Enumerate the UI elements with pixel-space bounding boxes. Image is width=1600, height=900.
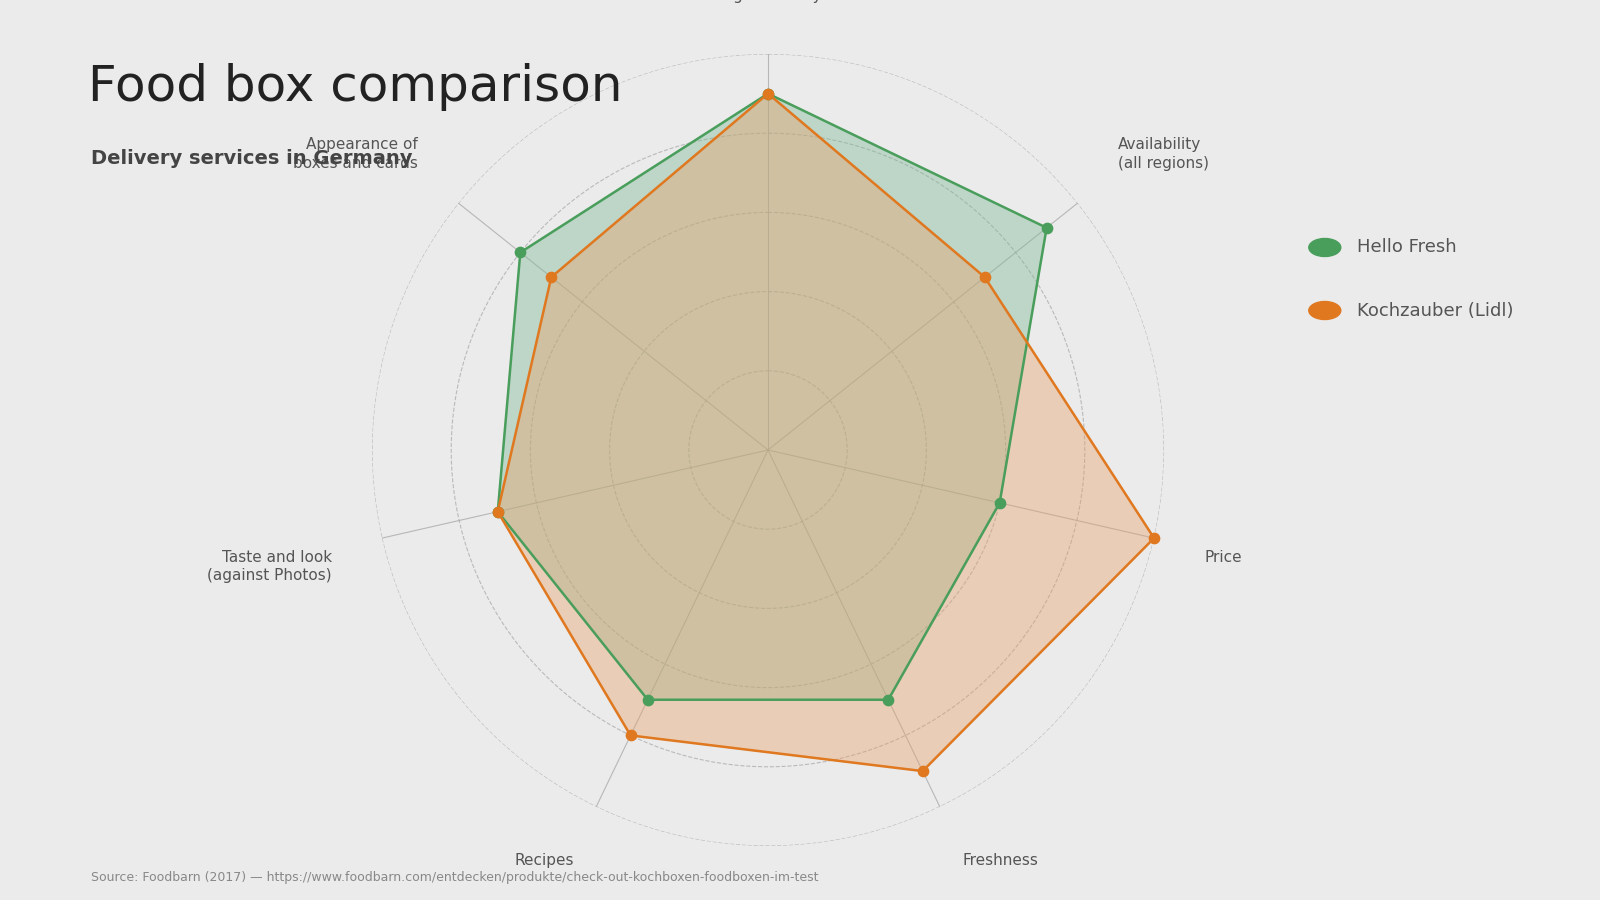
- Text: Delivery services in Germany: Delivery services in Germany: [91, 148, 413, 167]
- Point: [635, 692, 661, 706]
- Point: [971, 270, 997, 284]
- Point: [987, 496, 1013, 510]
- Text: Availability
(all regions): Availability (all regions): [1118, 138, 1210, 171]
- Text: Appearance of
boxes and cards: Appearance of boxes and cards: [293, 138, 418, 171]
- Polygon shape: [498, 94, 1154, 771]
- Text: Taste and look
(against Photos): Taste and look (against Photos): [206, 550, 331, 583]
- Point: [485, 505, 510, 519]
- Point: [539, 270, 565, 284]
- Text: Recipes: Recipes: [514, 853, 574, 868]
- Point: [1034, 220, 1059, 235]
- Point: [485, 505, 510, 519]
- Text: Page usability: Page usability: [715, 0, 821, 3]
- Text: Food box comparison: Food box comparison: [88, 63, 622, 111]
- Text: Freshness: Freshness: [962, 853, 1038, 868]
- Text: Price: Price: [1205, 550, 1242, 564]
- Text: Source: Foodbarn (2017) — https://www.foodbarn.com/entdecken/produkte/check-out-: Source: Foodbarn (2017) — https://www.fo…: [91, 871, 819, 884]
- Point: [507, 246, 533, 260]
- Point: [755, 86, 781, 101]
- Point: [618, 728, 643, 742]
- Point: [875, 692, 901, 706]
- Polygon shape: [498, 94, 1046, 699]
- Point: [1141, 531, 1166, 545]
- Point: [910, 764, 936, 778]
- Text: Kochzauber (Lidl): Kochzauber (Lidl): [1357, 302, 1514, 319]
- Text: Hello Fresh: Hello Fresh: [1357, 238, 1456, 256]
- Point: [755, 86, 781, 101]
